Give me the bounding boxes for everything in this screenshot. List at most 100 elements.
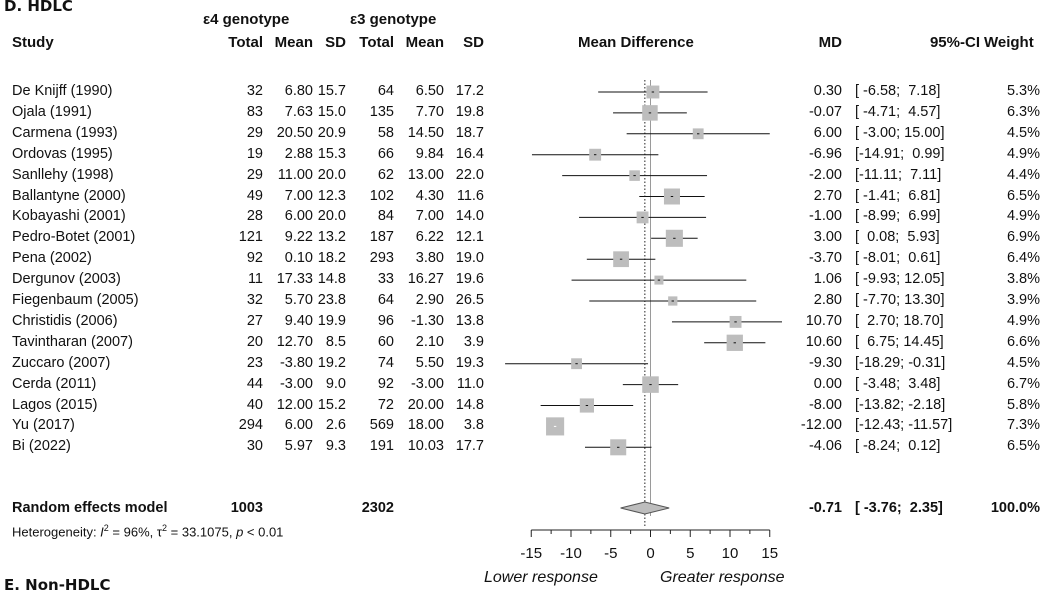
sd-e3: 17.2 [455,83,484,99]
study-name: Kobayashi (2001) [12,208,126,225]
sd-e3: 22.0 [455,166,484,183]
summary-label: Random effects model [12,500,168,516]
sd-e3: 18.7 [455,124,484,141]
sd-e3: 19.3 [455,354,484,371]
md-value: 10.70 [805,312,842,329]
table-row: Yu (2017) 294 6.00 2.6 569 18.00 3.8 -12.00 [-12… [0,417,1043,437]
mean-e4: 9.40 [284,312,313,329]
sd-e4: 19.2 [317,354,346,371]
mean-e3: 2.10 [415,333,444,350]
summary-ci: [ -3.76; 2.35] [855,500,943,516]
ci-value: [-11.11; 7.11] [855,166,942,183]
mean-e3: -3.00 [410,375,444,392]
total-e3: 74 [377,354,394,371]
sd-e4: 12.3 [317,187,346,204]
table-row: Cerda (2011) 44 -3.00 9.0 92 -3.00 11.0 0.00 [ -… [0,376,1043,396]
ci-value: [ -8.99; 6.99] [855,208,941,225]
mean-e3: 14.50 [407,124,444,141]
sd-e3: 14.0 [455,208,484,225]
group-label-e3: ε3 genotype [350,11,437,28]
mean-e4: 17.33 [276,271,313,288]
total-e3: 64 [377,292,394,308]
md-value: 3.00 [813,229,842,246]
md-value: 0.30 [813,83,842,99]
ci-value: [-14.91; 0.99] [855,145,945,162]
header-mean-e4: Mean [274,34,313,51]
total-e3: 293 [369,250,394,267]
sd-e3: 11.6 [456,187,484,204]
study-name: Pedro-Botet (2001) [12,229,136,246]
study-name: Bi (2022) [12,438,71,455]
total-e3: 33 [377,271,394,288]
mean-e4: -3.80 [279,354,313,371]
weight-value: 6.5% [1006,187,1040,204]
study-name: Ojala (1991) [12,103,92,120]
mean-e3: 6.50 [415,83,444,99]
md-value: -2.00 [808,166,842,183]
study-name: Lagos (2015) [12,396,98,413]
table-row: Pedro-Botet (2001) 121 9.22 13.2 187 6.22 12.1… [0,229,1043,249]
total-e4: 20 [246,333,263,350]
header-ci: 95%-CI [929,34,980,51]
sd-e3: 19.0 [455,250,484,267]
total-e4: 44 [246,375,263,392]
mean-e4: 12.00 [276,396,313,413]
ci-value: [-18.29; -0.31] [855,354,946,371]
md-value: -4.06 [808,438,842,455]
ci-value: [ -6.58; 7.18] [855,83,941,99]
sd-e4: 20.0 [317,166,346,183]
md-value: 1.06 [813,271,842,288]
total-e4: 49 [246,187,263,204]
total-e4: 40 [246,396,263,413]
mean-e4: 11.00 [277,166,313,183]
table-row: De Knijff (1990) 32 6.80 15.7 64 6.50 17.2 0.30… [0,83,1043,103]
table-row: Pena (2002) 92 0.10 18.2 293 3.80 19.0 -3.70 [ -… [0,250,1043,270]
weight-value: 4.9% [1006,312,1040,329]
ci-value: [ -3.48; 3.48] [855,375,941,392]
sd-e4: 18.2 [317,250,346,267]
ci-value: [ -3.00; 15.00] [855,124,945,141]
total-e3: 58 [377,124,394,141]
weight-value: 6.3% [1006,103,1040,120]
md-value: -12.00 [800,417,842,434]
mean-e4: 6.80 [284,83,313,99]
total-e3: 92 [377,375,394,392]
sd-e3: 19.6 [455,271,484,288]
study-name: Ordovas (1995) [12,145,113,162]
weight-value: 3.8% [1006,271,1040,288]
study-name: Carmena (1993) [12,124,118,141]
sd-e4: 9.3 [325,438,346,455]
total-e3: 569 [369,417,394,434]
sd-e4: 13.2 [317,229,346,246]
sd-e3: 3.8 [463,417,484,434]
study-name: Yu (2017) [12,417,75,434]
x-tick-label: -10 [560,545,582,562]
total-e4: 32 [246,83,263,99]
total-e3: 66 [377,145,394,162]
sd-e3: 11.0 [456,375,484,392]
md-value: -0.07 [808,103,842,120]
x-tick-label: 15 [761,545,779,562]
table-row: Lagos (2015) 40 12.00 15.2 72 20.00 14.8 -8.00 [… [0,397,1043,417]
sd-e4: 15.2 [317,396,346,413]
mean-e3: 18.00 [407,417,444,434]
ci-value: [ 6.75; 14.45] [855,333,944,350]
total-e3: 64 [377,83,394,99]
total-e3: 72 [377,396,394,413]
header-sd-e4: SD [325,34,346,51]
md-value: 2.80 [813,292,842,308]
weight-value: 4.9% [1006,145,1040,162]
header-sd-e3: SD [463,34,484,51]
mean-e3: 7.00 [415,208,444,225]
weight-value: 6.4% [1006,250,1040,267]
weight-value: 7.3% [1006,417,1040,434]
sd-e4: 15.7 [317,83,346,99]
weight-value: 5.8% [1006,396,1040,413]
ci-value: [-13.82; -2.18] [855,396,946,413]
table-row: Zuccaro (2007) 23 -3.80 19.2 74 5.50 19.3 -9.30… [0,355,1043,375]
summary-md: -0.71 [808,500,842,516]
total-e3: 84 [377,208,394,225]
study-name: Pena (2002) [12,250,92,267]
total-e4: 11 [247,271,263,288]
